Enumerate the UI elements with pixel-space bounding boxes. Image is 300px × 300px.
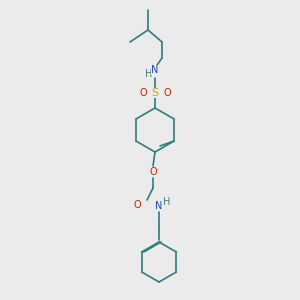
Text: N: N (151, 65, 159, 75)
Text: H: H (145, 69, 153, 79)
Text: O: O (139, 88, 147, 98)
Text: O: O (149, 167, 157, 177)
Text: O: O (133, 200, 141, 210)
Text: N: N (155, 201, 163, 211)
Text: H: H (163, 197, 171, 207)
Text: O: O (163, 88, 171, 98)
Text: S: S (152, 88, 159, 98)
